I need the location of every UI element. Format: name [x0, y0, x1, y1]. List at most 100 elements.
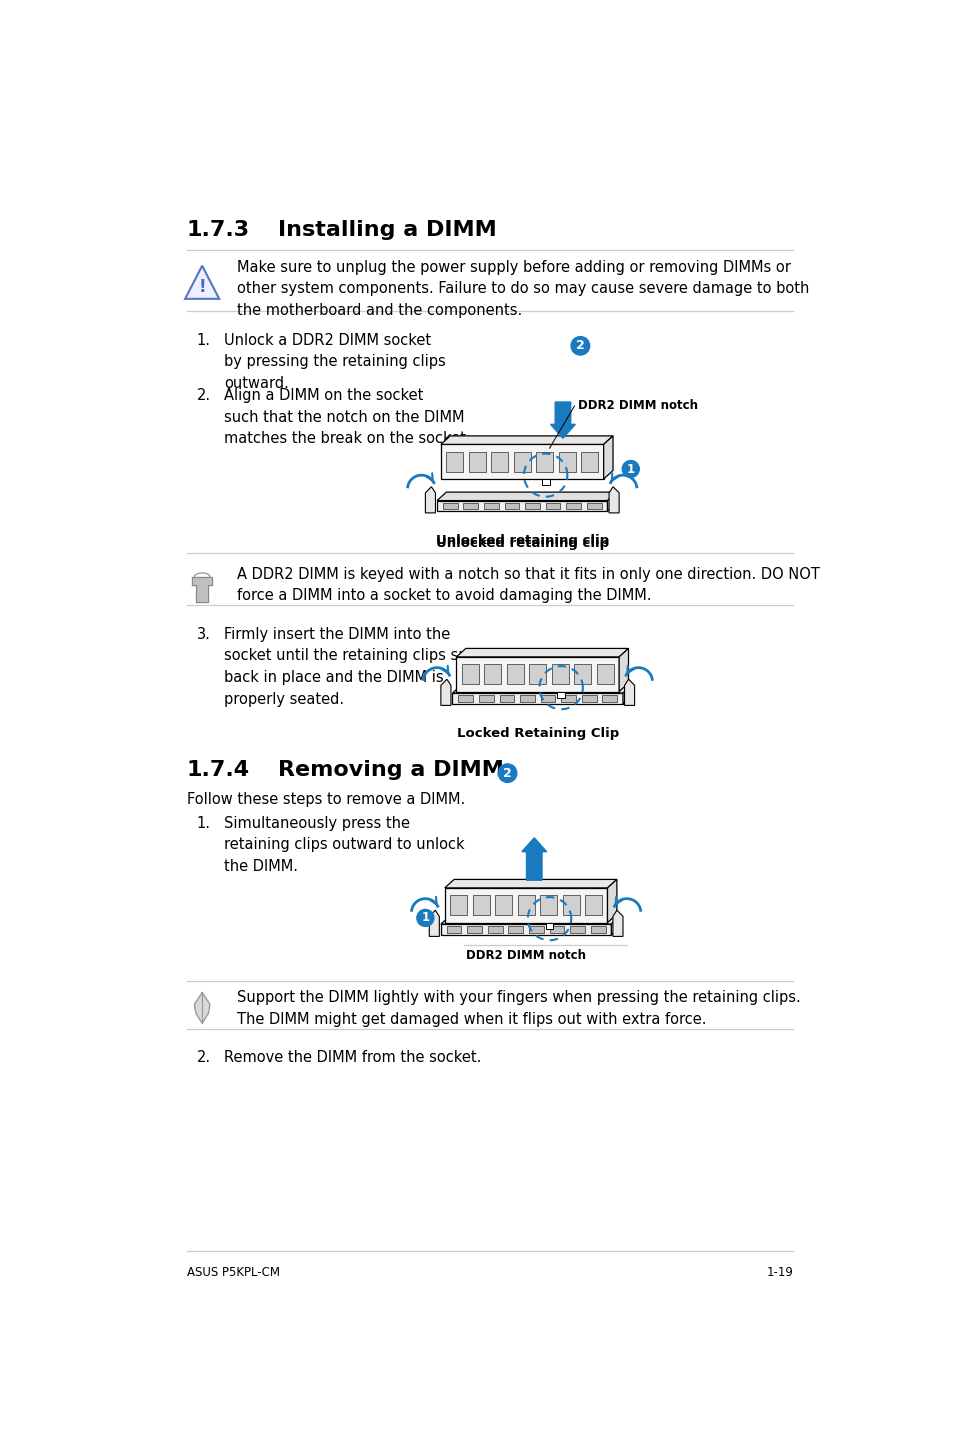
- Bar: [536, 452, 553, 472]
- Polygon shape: [436, 492, 617, 500]
- Text: 1.7.4: 1.7.4: [187, 761, 250, 779]
- Polygon shape: [425, 486, 435, 513]
- Bar: [513, 452, 530, 472]
- Bar: [450, 896, 467, 915]
- Circle shape: [571, 336, 589, 355]
- Text: Unlocked retaining clip: Unlocked retaining clip: [436, 535, 608, 548]
- Bar: [596, 664, 613, 684]
- Bar: [581, 696, 596, 702]
- Polygon shape: [557, 692, 564, 697]
- Bar: [467, 926, 481, 933]
- Polygon shape: [436, 500, 607, 512]
- Bar: [529, 664, 546, 684]
- Bar: [562, 896, 579, 915]
- Text: Make sure to unplug the power supply before adding or removing DIMMs or
other sy: Make sure to unplug the power supply bef…: [236, 260, 808, 318]
- Bar: [519, 696, 535, 702]
- Bar: [463, 503, 477, 509]
- Text: 1.: 1.: [196, 815, 211, 831]
- Polygon shape: [611, 916, 620, 935]
- Bar: [590, 926, 605, 933]
- Bar: [580, 452, 598, 472]
- Bar: [442, 503, 457, 509]
- Bar: [545, 503, 560, 509]
- Bar: [560, 696, 576, 702]
- Bar: [472, 896, 489, 915]
- Polygon shape: [444, 880, 617, 887]
- Bar: [495, 896, 512, 915]
- Bar: [540, 696, 555, 702]
- Circle shape: [497, 764, 517, 782]
- Text: DDR2 DIMM notch: DDR2 DIMM notch: [578, 400, 698, 413]
- Polygon shape: [545, 923, 553, 929]
- Bar: [558, 452, 575, 472]
- Polygon shape: [452, 684, 632, 693]
- Text: !: !: [198, 278, 206, 296]
- Text: ASUS P5KPL-CM: ASUS P5KPL-CM: [187, 1265, 279, 1278]
- Text: Firmly insert the DIMM into the
socket until the retaining clips snap
back in pl: Firmly insert the DIMM into the socket u…: [224, 627, 485, 706]
- Bar: [483, 503, 498, 509]
- Text: Installing a DIMM: Installing a DIMM: [278, 220, 497, 240]
- Text: 1: 1: [421, 912, 429, 925]
- Polygon shape: [194, 992, 210, 1024]
- Bar: [570, 926, 584, 933]
- Text: 1.7.3: 1.7.3: [187, 220, 250, 240]
- Text: Unlock a DDR2 DIMM socket
by pressing the retaining clips
outward.: Unlock a DDR2 DIMM socket by pressing th…: [224, 332, 445, 391]
- Text: 1: 1: [626, 463, 634, 476]
- Text: Locked Retaining Clip: Locked Retaining Clip: [456, 728, 618, 741]
- Polygon shape: [440, 436, 613, 444]
- Text: 2: 2: [502, 766, 512, 779]
- Text: Support the DIMM lightly with your fingers when pressing the retaining clips.
Th: Support the DIMM lightly with your finge…: [236, 991, 800, 1027]
- Polygon shape: [456, 657, 618, 692]
- Polygon shape: [618, 649, 628, 692]
- Bar: [506, 664, 523, 684]
- Text: DDR2 DIMM notch: DDR2 DIMM notch: [466, 949, 585, 962]
- Text: 3.: 3.: [196, 627, 211, 641]
- FancyArrow shape: [521, 838, 546, 880]
- Text: 1-19: 1-19: [766, 1265, 793, 1278]
- Bar: [487, 926, 502, 933]
- Bar: [446, 452, 463, 472]
- Bar: [504, 503, 518, 509]
- Circle shape: [621, 460, 639, 477]
- Polygon shape: [440, 925, 611, 935]
- Polygon shape: [192, 577, 212, 603]
- Bar: [586, 503, 601, 509]
- Bar: [601, 696, 617, 702]
- Text: Removing a DIMM: Removing a DIMM: [278, 761, 503, 779]
- Bar: [529, 926, 543, 933]
- Polygon shape: [456, 649, 628, 657]
- Polygon shape: [452, 693, 622, 703]
- Bar: [584, 896, 601, 915]
- Polygon shape: [440, 679, 451, 706]
- Bar: [517, 896, 534, 915]
- Text: 2.: 2.: [196, 388, 211, 403]
- Bar: [484, 664, 500, 684]
- Polygon shape: [444, 887, 607, 923]
- Text: Follow these steps to remove a DIMM.: Follow these steps to remove a DIMM.: [187, 792, 464, 807]
- Polygon shape: [607, 492, 617, 512]
- Bar: [461, 664, 478, 684]
- Bar: [491, 452, 508, 472]
- Polygon shape: [608, 486, 618, 513]
- Text: A DDR2 DIMM is keyed with a notch so that it fits in only one direction. DO NOT
: A DDR2 DIMM is keyed with a notch so tha…: [236, 567, 819, 604]
- Polygon shape: [440, 444, 603, 479]
- Bar: [478, 696, 493, 702]
- Text: 1.: 1.: [196, 332, 211, 348]
- Bar: [566, 503, 580, 509]
- Text: Remove the DIMM from the socket.: Remove the DIMM from the socket.: [224, 1050, 480, 1066]
- Bar: [574, 664, 591, 684]
- Text: Align a DIMM on the socket
such that the notch on the DIMM
matches the break on : Align a DIMM on the socket such that the…: [224, 388, 470, 446]
- Bar: [468, 452, 485, 472]
- Text: 2.: 2.: [196, 1050, 211, 1066]
- Polygon shape: [612, 910, 622, 936]
- Bar: [508, 926, 522, 933]
- FancyArrow shape: [550, 403, 575, 439]
- Text: 2: 2: [576, 339, 584, 352]
- Polygon shape: [541, 479, 549, 485]
- Text: Simultaneously press the
retaining clips outward to unlock
the DIMM.: Simultaneously press the retaining clips…: [224, 815, 464, 874]
- Bar: [525, 503, 539, 509]
- Circle shape: [416, 909, 434, 926]
- Polygon shape: [440, 916, 620, 925]
- Bar: [457, 696, 473, 702]
- Polygon shape: [603, 436, 613, 479]
